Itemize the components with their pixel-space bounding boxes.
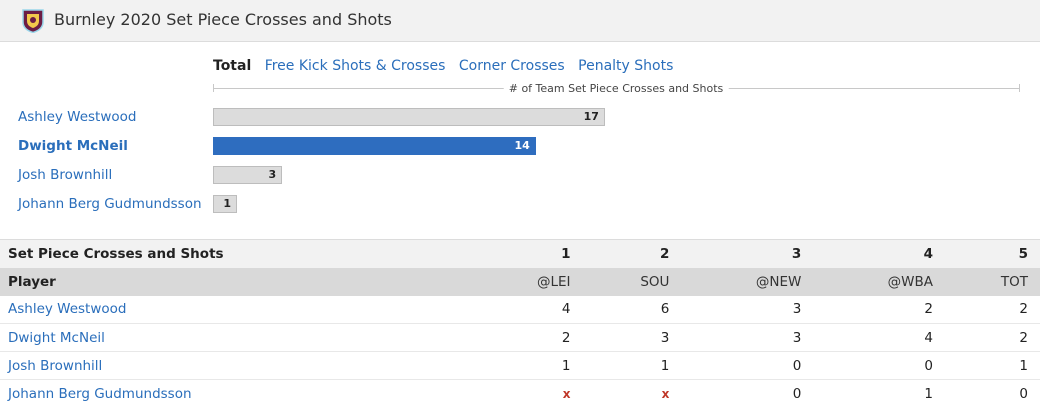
stat-value: 0 <box>792 357 802 374</box>
page-title: Burnley 2020 Set Piece Crosses and Shots <box>54 10 392 29</box>
stat-cell: 1 <box>945 351 1040 380</box>
table-row: Josh Brownhill 1 1 0 0 1 <box>0 351 1040 380</box>
opponent-header: TOT <box>945 267 1040 296</box>
axis-tick-left <box>213 84 214 92</box>
bar-label[interactable]: Dwight McNeil <box>18 138 128 154</box>
stat-cell: 3 <box>582 323 682 352</box>
table-row: Johann Berg Gudmundsson x x 0 1 0 <box>0 379 1040 404</box>
bar-value-label: 14 <box>514 139 530 152</box>
stat-cell: 2 <box>945 323 1040 352</box>
tab-total[interactable]: Total <box>213 58 252 74</box>
stat-value: 4 <box>924 329 934 346</box>
player-cell: Ashley Westwood <box>0 295 475 324</box>
stat-value: 1 <box>1019 357 1028 374</box>
stat-value: 3 <box>792 301 802 318</box>
player-cell: Josh Brownhill <box>0 351 475 380</box>
player-cell: Dwight McNeil <box>0 323 475 352</box>
round-header: 5 <box>945 239 1040 268</box>
stat-value: 0 <box>1019 385 1028 402</box>
stats-table: Set Piece Crosses and Shots 1 2 3 4 5 Pl… <box>0 239 1040 404</box>
round-header: 4 <box>813 239 946 268</box>
stat-cell: 1 <box>582 351 682 380</box>
stat-cell: 2 <box>474 323 583 352</box>
table-body: Ashley Westwood 4 6 3 2 2 Dwight McNeil 2 3 3 4 2 Jo… <box>0 295 1040 404</box>
stat-cell: 6 <box>582 295 682 324</box>
bar-value-label: 3 <box>268 168 277 181</box>
opponent-header: @WBA <box>813 267 946 296</box>
tab-free-kick-shots-crosses[interactable]: Free Kick Shots & Crosses <box>264 58 446 74</box>
table-title: Set Piece Crosses and Shots <box>0 239 475 268</box>
opponent-header: @LEI <box>474 267 583 296</box>
round-header: 2 <box>582 239 682 268</box>
bar[interactable]: 14 <box>213 137 536 155</box>
opponent-header-row: Player @LEI SOU @NEW @WBA TOT <box>0 267 1040 296</box>
bar[interactable]: 1 <box>213 195 237 213</box>
player-link[interactable]: Ashley Westwood <box>8 301 127 318</box>
round-header: 3 <box>681 239 814 268</box>
bar[interactable]: 17 <box>213 108 605 126</box>
stat-cell: x <box>582 379 682 404</box>
stat-value: 6 <box>660 301 670 318</box>
axis-title: # of Team Set Piece Crosses and Shots <box>503 82 729 95</box>
stat-cell: 1 <box>813 379 946 404</box>
table-row: Ashley Westwood 4 6 3 2 2 <box>0 295 1040 324</box>
not-played-marker: x <box>562 386 571 401</box>
table-row: Dwight McNeil 2 3 3 4 2 <box>0 323 1040 352</box>
stat-value: 0 <box>792 385 802 402</box>
player-link[interactable]: Johann Berg Gudmundsson <box>8 385 192 402</box>
stat-value: 2 <box>561 329 571 346</box>
page-header: Burnley 2020 Set Piece Crosses and Shots <box>0 0 1040 42</box>
stat-value: 1 <box>561 357 571 374</box>
axis-tick-right <box>1019 84 1020 92</box>
stat-value: 0 <box>924 357 934 374</box>
stat-value: 2 <box>1019 329 1028 346</box>
player-link[interactable]: Josh Brownhill <box>8 357 103 374</box>
bar-label[interactable]: Josh Brownhill <box>18 167 113 183</box>
bar-label[interactable]: Ashley Westwood <box>18 109 137 125</box>
tab-bar: Total Free Kick Shots & Crosses Corner C… <box>213 58 682 74</box>
opponent-header: SOU <box>582 267 682 296</box>
stat-cell: 0 <box>681 379 814 404</box>
club-crest-icon <box>22 9 44 33</box>
stat-value: 3 <box>660 329 670 346</box>
player-cell: Johann Berg Gudmundsson <box>0 379 475 404</box>
stat-value: 4 <box>561 301 571 318</box>
stat-value: 1 <box>660 357 670 374</box>
bar-value-label: 1 <box>223 197 231 210</box>
tab-penalty-shots[interactable]: Penalty Shots <box>578 58 674 74</box>
stat-cell: 4 <box>813 323 946 352</box>
stat-value: 1 <box>924 385 934 402</box>
opponent-header: @NEW <box>681 267 814 296</box>
player-link[interactable]: Dwight McNeil <box>8 329 105 346</box>
stat-cell: 1 <box>474 351 583 380</box>
bar-value-label: 17 <box>583 110 599 123</box>
round-header: 1 <box>474 239 583 268</box>
stat-value: 2 <box>924 301 934 318</box>
stat-cell: 0 <box>813 351 946 380</box>
stat-cell: 0 <box>945 379 1040 404</box>
not-played-marker: x <box>661 386 670 401</box>
tab-corner-crosses[interactable]: Corner Crosses <box>458 58 565 74</box>
stat-value: 2 <box>1019 301 1028 318</box>
stat-cell: 4 <box>474 295 583 324</box>
stat-value: 3 <box>792 329 802 346</box>
bar[interactable]: 3 <box>213 166 283 184</box>
round-header-row: Set Piece Crosses and Shots 1 2 3 4 5 <box>0 239 1040 268</box>
player-column-header: Player <box>0 267 475 296</box>
stat-cell: 3 <box>681 323 814 352</box>
stat-cell: 0 <box>681 351 814 380</box>
stat-cell: 3 <box>681 295 814 324</box>
bar-label[interactable]: Johann Berg Gudmundsson <box>18 196 202 212</box>
stat-cell: 2 <box>945 295 1040 324</box>
stat-cell: 2 <box>813 295 946 324</box>
stat-cell: x <box>474 379 583 404</box>
